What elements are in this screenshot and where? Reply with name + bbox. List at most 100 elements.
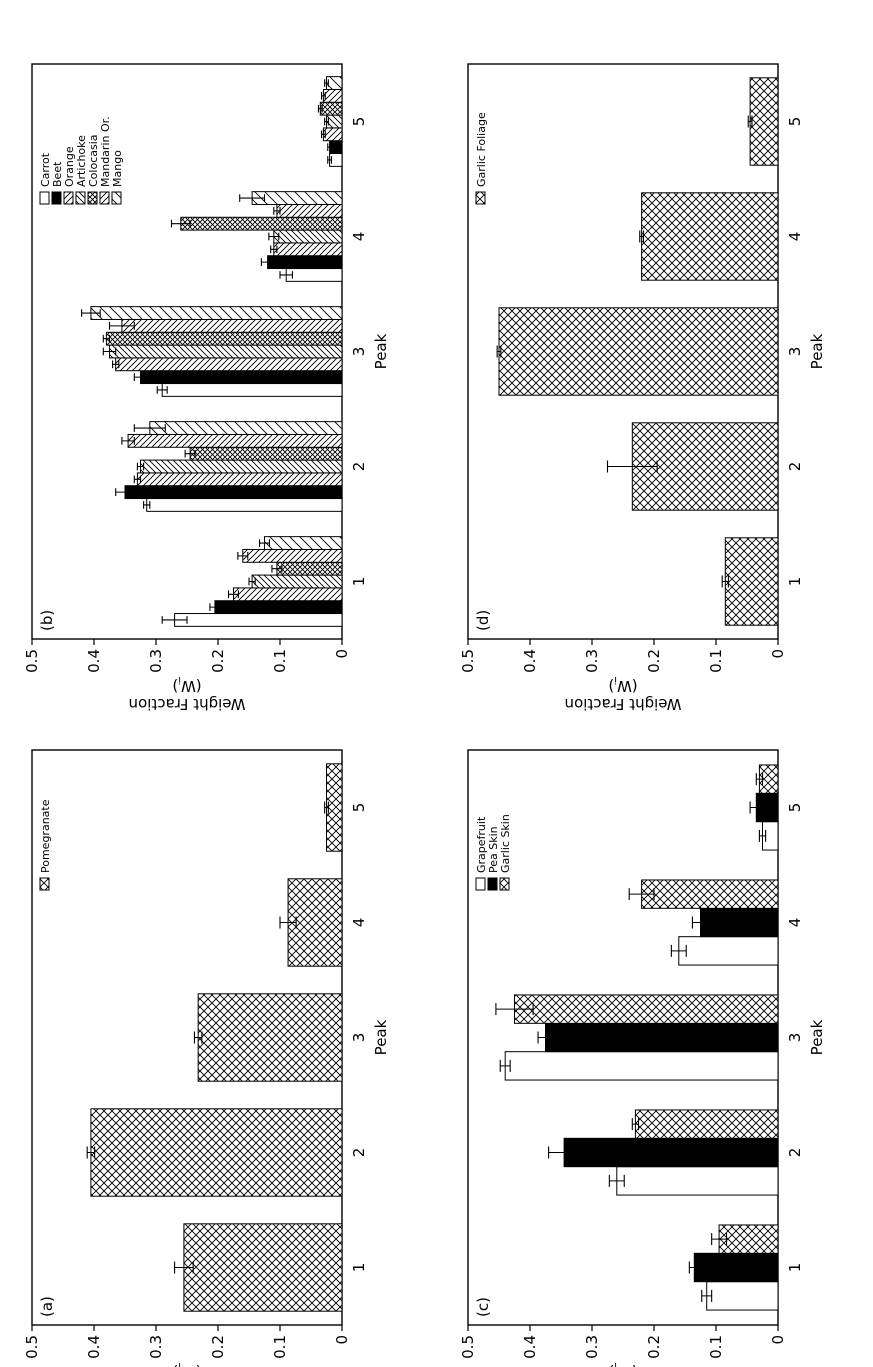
bar-pomegranate-peak-2 xyxy=(90,1108,343,1197)
bar-garlic-skin-peak-4 xyxy=(641,879,779,909)
legend-entry: Grapefruit xyxy=(475,816,488,873)
y-axis-subtitle-sub: i xyxy=(614,1360,617,1367)
error-bar xyxy=(170,219,191,228)
bar-pea-skin-peak-3 xyxy=(545,1022,779,1053)
bar-pea-skin-peak-2 xyxy=(563,1137,779,1168)
legend-entry: Pomegranate xyxy=(39,799,52,873)
y-axis-subtitle: (Wi) xyxy=(608,1360,637,1367)
error-bar xyxy=(133,424,166,432)
error-bar xyxy=(320,92,326,100)
bar-mandarin-or--peak-5 xyxy=(322,88,343,103)
error-bar xyxy=(260,258,275,266)
bar-mandarin-or--peak-1 xyxy=(242,548,343,563)
error-bar xyxy=(496,345,502,358)
bar-garlic-skin-peak-3 xyxy=(514,994,779,1024)
legend-swatch xyxy=(87,191,98,205)
bar-garlic-foliage-peak-1 xyxy=(724,537,779,626)
y-tick-label: 0.1 xyxy=(271,649,289,673)
error-bar xyxy=(631,1118,640,1131)
x-tick-label: 2 xyxy=(786,1148,804,1158)
y-tick-label: 0.1 xyxy=(707,1335,725,1359)
y-tick-label: 0 xyxy=(333,649,351,659)
error-bar xyxy=(239,194,266,202)
panel-label: (c) xyxy=(474,1297,492,1317)
bar-orange-peak-1 xyxy=(233,587,343,602)
error-bar xyxy=(758,829,767,842)
legend-swatch xyxy=(39,191,50,205)
x-tick-label: 4 xyxy=(786,232,804,242)
error-bar xyxy=(327,156,333,164)
x-tick-label: 2 xyxy=(350,1148,368,1158)
bar-mandarin-or--peak-2 xyxy=(127,433,343,448)
panel-label: (b) xyxy=(38,610,56,631)
error-bar xyxy=(317,104,323,113)
error-bar xyxy=(133,475,142,484)
error-bar xyxy=(136,462,145,471)
error-bar xyxy=(273,207,281,215)
legend-swatch xyxy=(475,877,486,891)
y-tick-label: 0.2 xyxy=(645,649,663,673)
x-tick-label: 1 xyxy=(350,1263,368,1273)
error-bar xyxy=(495,1003,534,1016)
y-axis-title: Weight Fraction xyxy=(565,695,682,713)
legend-swatch xyxy=(499,877,510,891)
error-bar xyxy=(755,773,764,786)
x-tick-label: 4 xyxy=(350,232,368,242)
bar-garlic-skin-peak-1 xyxy=(718,1224,779,1254)
bar-garlic-foliage-peak-5 xyxy=(749,77,779,166)
y-tick-label: 0.3 xyxy=(583,649,601,673)
error-bar xyxy=(193,1031,203,1044)
y-tick-label: 0.5 xyxy=(459,1335,477,1359)
error-bar xyxy=(184,449,196,458)
x-tick-label: 1 xyxy=(350,577,368,587)
bar-pea-skin-peak-1 xyxy=(693,1252,779,1283)
x-tick-label: 4 xyxy=(350,918,368,928)
error-bar xyxy=(271,564,283,573)
legend-entry: Pea Skin xyxy=(487,826,500,873)
bar-mango-peak-2 xyxy=(149,421,343,435)
bar-garlic-foliage-peak-4 xyxy=(641,192,779,281)
bar-artichoke-peak-2 xyxy=(140,459,343,474)
error-bar xyxy=(608,1174,625,1187)
legend-swatch xyxy=(99,191,110,205)
bar-pea-skin-peak-4 xyxy=(700,907,779,938)
error-bar xyxy=(701,1289,713,1302)
y-tick-label: 0.2 xyxy=(645,1335,663,1359)
y-tick-label: 0.4 xyxy=(85,649,103,673)
panel-label: (a) xyxy=(38,1296,56,1317)
bar-beet-peak-4 xyxy=(267,255,343,270)
y-axis-subtitle: (Wi) xyxy=(172,674,201,695)
bar-garlic-skin-peak-2 xyxy=(634,1109,779,1139)
x-tick-label: 3 xyxy=(350,347,368,357)
error-bar xyxy=(112,360,120,369)
error-bar xyxy=(102,334,111,343)
x-tick-label: 5 xyxy=(786,117,804,127)
y-tick-label: 0.5 xyxy=(459,649,477,673)
error-bar xyxy=(121,437,135,445)
bar-grapefruit-peak-1 xyxy=(706,1281,779,1311)
error-bar xyxy=(143,501,151,509)
legend-entry: Garlic Skin xyxy=(499,814,512,873)
y-axis-title: Weight Fraction xyxy=(129,695,246,713)
bar-colocasia-peak-3 xyxy=(105,331,343,346)
error-bar xyxy=(279,271,293,279)
bar-mango-peak-3 xyxy=(90,306,343,320)
bar-carrot-peak-4 xyxy=(285,268,343,282)
error-bar xyxy=(670,944,687,957)
error-bar xyxy=(108,322,135,330)
chart-panel-1: 0 0.1 0.2 0.3 0.4 0.5 Weight Fraction(Wi) 1 2 3 4 5… xyxy=(23,63,390,713)
y-tick-label: 0.5 xyxy=(23,1335,41,1359)
y-axis-subtitle-main: (W xyxy=(617,677,638,695)
error-bar xyxy=(749,801,764,814)
x-tick-label: 1 xyxy=(786,577,804,587)
y-axis-subtitle-sub: i xyxy=(178,674,181,685)
y-tick-label: 0.1 xyxy=(271,1335,289,1359)
error-bar xyxy=(86,1146,96,1159)
error-bar xyxy=(711,1233,728,1246)
y-tick-label: 0.4 xyxy=(521,649,539,673)
bar-colocasia-peak-4 xyxy=(180,216,343,231)
y-axis-subtitle-close: ) xyxy=(172,1363,178,1367)
